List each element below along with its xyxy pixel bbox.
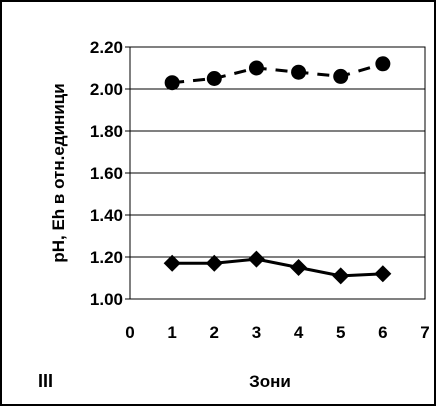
data-point-diamond — [332, 267, 350, 285]
y-axis-ticks: 1.00 1.20 1.40 1.60 1.80 2.00 2.20 — [90, 38, 130, 309]
data-point-diamond — [205, 254, 223, 272]
data-point-diamond — [247, 250, 265, 268]
y-axis-title: pH, Eh в отн.единици — [49, 83, 68, 262]
x-tick-label: 4 — [294, 323, 304, 342]
x-tick-label: 6 — [378, 323, 387, 342]
data-point-circle — [291, 64, 307, 80]
y-tick-label: 1.80 — [90, 122, 123, 141]
series-markers — [163, 56, 392, 285]
data-point-circle — [333, 68, 349, 84]
y-tick-label: 1.00 — [90, 290, 123, 309]
x-tick-label: 5 — [336, 323, 345, 342]
data-point-circle — [375, 56, 391, 72]
x-tick-label: 2 — [210, 323, 219, 342]
data-point-circle — [164, 75, 180, 91]
x-tick-label: 7 — [420, 323, 429, 342]
data-point-diamond — [290, 259, 308, 276]
data-point-diamond — [374, 265, 392, 283]
x-axis-title: Зони — [249, 372, 291, 391]
gridlines — [130, 88, 425, 258]
data-point-circle — [248, 60, 264, 76]
y-tick-label: 2.00 — [90, 80, 123, 99]
y-tick-label: 1.40 — [90, 206, 123, 225]
data-point-diamond — [163, 254, 181, 272]
x-tick-label: 3 — [252, 323, 261, 342]
x-tick-label: 0 — [125, 323, 134, 342]
x-tick-label: 1 — [167, 323, 176, 342]
x-axis-ticks: 0 1 2 3 4 5 6 7 — [125, 323, 429, 342]
y-tick-label: 1.20 — [90, 248, 123, 267]
y-tick-label: 1.60 — [90, 164, 123, 183]
panel-label: III — [38, 371, 53, 391]
y-tick-label: 2.20 — [90, 38, 123, 57]
data-point-circle — [206, 71, 222, 86]
